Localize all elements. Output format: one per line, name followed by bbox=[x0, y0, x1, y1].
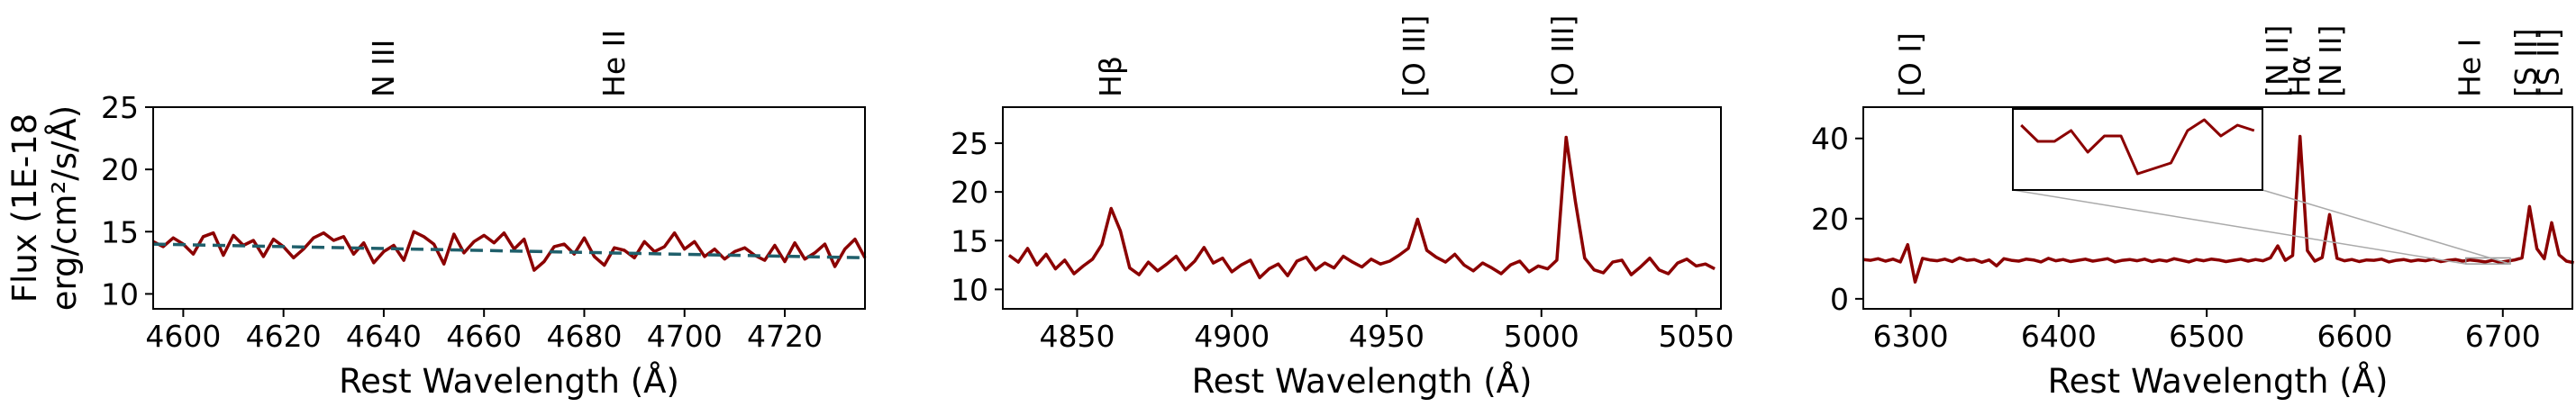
inset-frame bbox=[2012, 108, 2263, 191]
y-tick-label: 10 bbox=[951, 272, 988, 307]
zoom-connector bbox=[2262, 189, 2511, 265]
x-tick-label: 4600 bbox=[145, 319, 221, 354]
spectrum-line bbox=[1862, 134, 2574, 284]
axes-frame bbox=[152, 106, 866, 310]
x-axis-label: Rest Wavelength (Å) bbox=[339, 361, 679, 401]
y-tick-label: 0 bbox=[1830, 282, 1849, 317]
line-annotation: He II bbox=[596, 30, 632, 97]
y-tick-label: 15 bbox=[101, 214, 139, 249]
line-annotation: N III bbox=[366, 40, 401, 97]
y-tick-label: 10 bbox=[101, 276, 139, 312]
line-annotation: [S II] bbox=[2531, 28, 2566, 97]
x-tick-label: 6700 bbox=[2465, 319, 2541, 354]
x-tick-label: 5000 bbox=[1504, 319, 1579, 354]
x-axis-label: Rest Wavelength (Å) bbox=[2048, 361, 2389, 401]
line-annotation: [N II] bbox=[2260, 25, 2295, 97]
zoom-connector bbox=[2012, 189, 2466, 265]
axes-frame bbox=[1862, 106, 2573, 310]
y-tick-label: 20 bbox=[1811, 202, 1849, 237]
x-tick-label: 6500 bbox=[2169, 319, 2244, 354]
x-tick-label: 4680 bbox=[546, 319, 622, 354]
spectrum-line bbox=[152, 230, 867, 272]
line-annotation: [N II] bbox=[2313, 25, 2348, 97]
x-tick-label: 4950 bbox=[1349, 319, 1425, 354]
line-annotation: Hα bbox=[2282, 55, 2317, 97]
y-tick-label: 25 bbox=[101, 90, 139, 125]
x-tick-label: 6300 bbox=[1873, 319, 1949, 354]
line-annotation: [O III] bbox=[1397, 15, 1432, 97]
line-annotation: [O I] bbox=[1893, 32, 1928, 97]
y-tick-label: 20 bbox=[951, 175, 988, 210]
y-tick-label: 20 bbox=[101, 152, 139, 187]
line-annotation: Hβ bbox=[1093, 56, 1128, 97]
y-axis-label: erg/cm²/s/Å) bbox=[44, 105, 84, 311]
y-axis-label: Flux (1E-18 bbox=[5, 113, 44, 303]
x-tick-label: 6400 bbox=[2021, 319, 2097, 354]
x-tick-label: 4620 bbox=[246, 319, 322, 354]
line-annotation: [O III] bbox=[1545, 15, 1580, 97]
line-annotation: [S II] bbox=[2508, 28, 2544, 97]
x-tick-label: 4640 bbox=[346, 319, 422, 354]
x-tick-label: 4900 bbox=[1194, 319, 1270, 354]
x-tick-label: 4720 bbox=[747, 319, 823, 354]
axes-frame bbox=[1002, 106, 1722, 310]
x-tick-label: 6600 bbox=[2317, 319, 2392, 354]
x-tick-label: 5050 bbox=[1659, 319, 1734, 354]
y-tick-label: 25 bbox=[951, 126, 988, 161]
line-annotation: He I bbox=[2453, 39, 2488, 97]
y-tick-label: 15 bbox=[951, 223, 988, 258]
inset-background bbox=[2013, 109, 2262, 190]
x-tick-label: 4660 bbox=[446, 319, 522, 354]
x-axis-label: Rest Wavelength (Å) bbox=[1192, 361, 1533, 401]
x-tick-label: 4850 bbox=[1039, 319, 1115, 354]
spectrum-line bbox=[1007, 135, 1716, 280]
x-tick-label: 4700 bbox=[647, 319, 723, 354]
y-tick-label: 40 bbox=[1811, 122, 1849, 157]
spectrum-line bbox=[2020, 118, 2255, 176]
